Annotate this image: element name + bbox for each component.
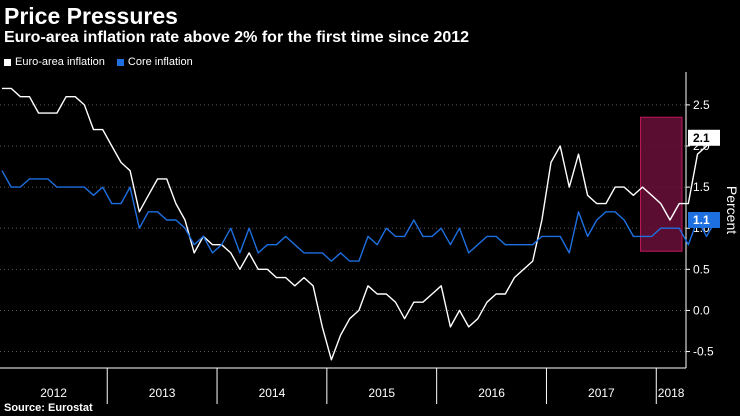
source-note: Source: Eurostat xyxy=(4,402,93,414)
x-tick-label: 2015 xyxy=(368,386,395,400)
end-label-headline: 2.1 xyxy=(688,129,720,146)
x-tick-label: 2013 xyxy=(149,386,176,400)
legend-swatch-headline xyxy=(4,58,11,66)
legend-label-headline: Euro-area inflation xyxy=(15,56,105,68)
x-tick-label: 2016 xyxy=(478,386,505,400)
end-label-box xyxy=(688,212,720,228)
legend-label-core: Core inflation xyxy=(127,56,193,68)
legend-item-core: Core inflation xyxy=(116,56,193,68)
x-tick-label: 2017 xyxy=(588,386,615,400)
chart-title: Price Pressures xyxy=(4,3,178,29)
legend-swatch-core xyxy=(116,58,124,66)
x-tick-label: 2018 xyxy=(658,386,685,400)
y-tick-label: 0.5 xyxy=(693,262,710,276)
y-tick-label: 2.5 xyxy=(693,98,710,112)
headline-inflation-line xyxy=(2,87,717,361)
y-tick-label: -0.5 xyxy=(693,345,714,359)
y-tick-label: 1.5 xyxy=(693,180,710,194)
legend: Euro-area inflation Core inflation xyxy=(4,56,205,68)
core-inflation-line xyxy=(1,170,717,262)
end-label-box xyxy=(688,129,720,146)
end-label-text: 2.1 xyxy=(693,131,710,145)
y-axis-title: Percent xyxy=(724,186,740,234)
end-label-core: 1.1 xyxy=(688,212,720,228)
highlight-box xyxy=(640,116,683,252)
end-label-text: 1.1 xyxy=(693,213,710,227)
legend-item-headline: Euro-area inflation xyxy=(4,56,105,68)
y-tick-label: 0.0 xyxy=(693,303,710,317)
chart-subtitle: Euro-area inflation rate above 2% for th… xyxy=(4,29,470,46)
x-tick-label: 2012 xyxy=(40,386,67,400)
x-tick-label: 2014 xyxy=(259,386,286,400)
